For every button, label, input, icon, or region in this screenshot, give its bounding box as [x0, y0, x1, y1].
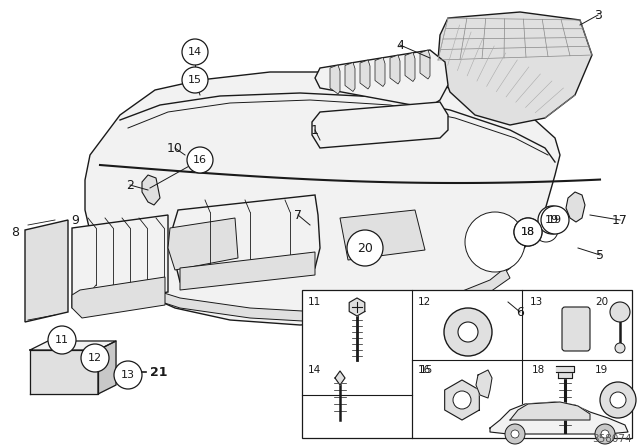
Polygon shape — [140, 268, 510, 322]
Circle shape — [514, 218, 542, 246]
Text: 4: 4 — [396, 39, 404, 52]
Circle shape — [182, 39, 208, 65]
Text: 19: 19 — [595, 365, 608, 375]
Polygon shape — [335, 371, 345, 385]
Circle shape — [538, 206, 566, 234]
Polygon shape — [510, 402, 590, 420]
Polygon shape — [30, 341, 116, 350]
Text: 5: 5 — [596, 249, 604, 262]
Polygon shape — [349, 298, 365, 316]
Circle shape — [601, 430, 609, 438]
Circle shape — [114, 361, 142, 389]
Circle shape — [600, 382, 636, 418]
Polygon shape — [556, 366, 574, 372]
Circle shape — [458, 322, 478, 342]
Polygon shape — [72, 215, 168, 308]
Text: 21: 21 — [150, 366, 168, 379]
Polygon shape — [172, 195, 320, 282]
Circle shape — [187, 147, 213, 173]
Text: 3: 3 — [594, 9, 602, 22]
Text: 6: 6 — [516, 306, 524, 319]
Circle shape — [610, 392, 626, 408]
Polygon shape — [330, 65, 340, 94]
Text: 9: 9 — [71, 214, 79, 227]
Polygon shape — [30, 350, 98, 394]
Text: 11: 11 — [55, 335, 69, 345]
Circle shape — [511, 430, 519, 438]
Circle shape — [534, 218, 558, 242]
Text: 7: 7 — [294, 208, 302, 221]
Circle shape — [595, 424, 615, 444]
Polygon shape — [490, 402, 628, 434]
Circle shape — [610, 302, 630, 322]
Polygon shape — [142, 175, 160, 205]
Polygon shape — [312, 102, 448, 148]
Text: 12: 12 — [418, 297, 431, 307]
Text: 20: 20 — [595, 297, 608, 307]
Circle shape — [514, 218, 542, 246]
Polygon shape — [72, 277, 165, 318]
Text: 1: 1 — [311, 124, 319, 137]
Polygon shape — [405, 52, 415, 82]
Text: 10: 10 — [167, 142, 183, 155]
Circle shape — [541, 206, 569, 234]
Text: 12: 12 — [88, 353, 102, 363]
Polygon shape — [180, 252, 315, 290]
Text: 2: 2 — [126, 178, 134, 191]
Text: 19: 19 — [548, 215, 562, 225]
Text: 18: 18 — [521, 227, 535, 237]
Polygon shape — [168, 218, 238, 270]
Polygon shape — [315, 50, 448, 108]
Polygon shape — [340, 210, 425, 260]
Circle shape — [81, 344, 109, 372]
Polygon shape — [360, 60, 370, 89]
Text: 19: 19 — [545, 215, 559, 225]
Text: 20: 20 — [357, 241, 373, 254]
Polygon shape — [476, 370, 492, 398]
Text: 13: 13 — [530, 297, 543, 307]
Text: 18: 18 — [532, 365, 545, 375]
Text: 17: 17 — [612, 214, 628, 227]
Circle shape — [615, 343, 625, 353]
Text: 16: 16 — [418, 365, 431, 375]
Circle shape — [48, 326, 76, 354]
Text: 15: 15 — [420, 365, 433, 375]
Polygon shape — [345, 63, 355, 91]
Text: 14: 14 — [188, 47, 202, 57]
Polygon shape — [438, 12, 592, 125]
Text: 16: 16 — [193, 155, 207, 165]
Polygon shape — [420, 50, 430, 79]
Polygon shape — [85, 72, 560, 325]
Text: 11: 11 — [308, 297, 321, 307]
Text: 14: 14 — [308, 365, 321, 375]
Polygon shape — [375, 57, 385, 86]
Text: 8: 8 — [11, 225, 19, 238]
Text: 18: 18 — [521, 227, 535, 237]
Circle shape — [444, 308, 492, 356]
Polygon shape — [445, 380, 479, 420]
Text: 13: 13 — [121, 370, 135, 380]
Text: 358074: 358074 — [593, 434, 632, 444]
FancyBboxPatch shape — [562, 307, 590, 351]
Circle shape — [465, 212, 525, 272]
Text: 15: 15 — [188, 75, 202, 85]
Circle shape — [347, 230, 383, 266]
Polygon shape — [25, 220, 68, 322]
Circle shape — [182, 67, 208, 93]
Polygon shape — [566, 192, 585, 222]
Circle shape — [505, 424, 525, 444]
Circle shape — [453, 391, 471, 409]
Polygon shape — [390, 55, 400, 84]
Polygon shape — [558, 372, 572, 378]
FancyBboxPatch shape — [302, 290, 632, 438]
Polygon shape — [98, 341, 116, 394]
